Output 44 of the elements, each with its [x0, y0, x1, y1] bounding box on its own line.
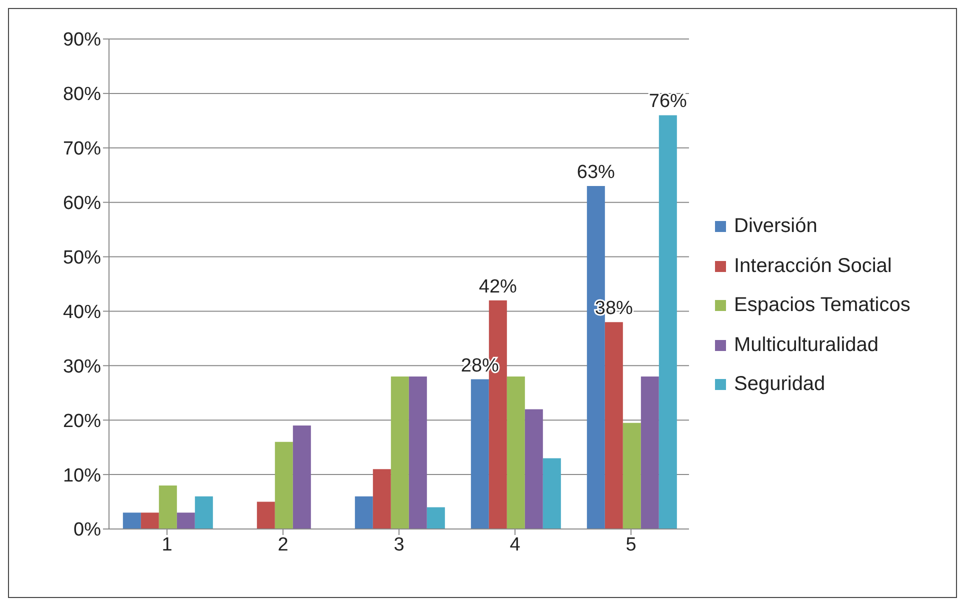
bar	[390, 376, 409, 529]
y-tick-label: 40%	[62, 302, 102, 323]
bar	[542, 458, 561, 529]
bar	[292, 426, 311, 529]
y-tick-label: 60%	[62, 193, 102, 214]
bar	[622, 422, 641, 529]
x-tick-label: 2	[278, 534, 288, 556]
y-tick-label: 20%	[62, 410, 102, 432]
bar	[524, 409, 543, 529]
y-tick-label: 10%	[62, 465, 102, 486]
y-tick-label: 80%	[62, 84, 102, 106]
data-label: 42%	[478, 276, 518, 298]
y-tick-label: 50%	[62, 248, 102, 269]
bar	[274, 442, 293, 529]
bar	[426, 507, 445, 529]
legend-label: Espacios Tematicos	[734, 294, 910, 318]
bar	[470, 379, 489, 529]
y-tick-label: 30%	[62, 356, 102, 378]
legend-label: Diversión	[734, 215, 818, 238]
bar	[354, 496, 373, 529]
x-tick-label: 3	[394, 534, 404, 556]
bar	[640, 376, 659, 529]
bar	[372, 469, 391, 529]
bar	[408, 376, 427, 529]
data-label: 76%	[648, 91, 688, 112]
data-label: 63%	[576, 162, 616, 183]
legend-label: Multiculturalidad	[734, 334, 879, 357]
bar	[158, 485, 177, 529]
legend-label: Seguridad	[734, 373, 826, 396]
legend-label: Interacción Social	[734, 254, 892, 278]
y-tick-label: 90%	[62, 30, 102, 51]
y-tick-label: 70%	[62, 138, 102, 160]
bar	[256, 502, 275, 529]
bar	[176, 512, 195, 529]
x-tick-label: 4	[510, 534, 521, 556]
bar	[122, 512, 141, 529]
bar	[658, 115, 677, 529]
bar	[604, 322, 623, 529]
x-tick-label: 1	[162, 534, 172, 556]
y-tick-label: 0%	[74, 520, 102, 541]
x-tick-label: 5	[626, 534, 636, 556]
bar	[194, 496, 213, 529]
bar	[506, 376, 525, 529]
bar	[140, 512, 159, 529]
